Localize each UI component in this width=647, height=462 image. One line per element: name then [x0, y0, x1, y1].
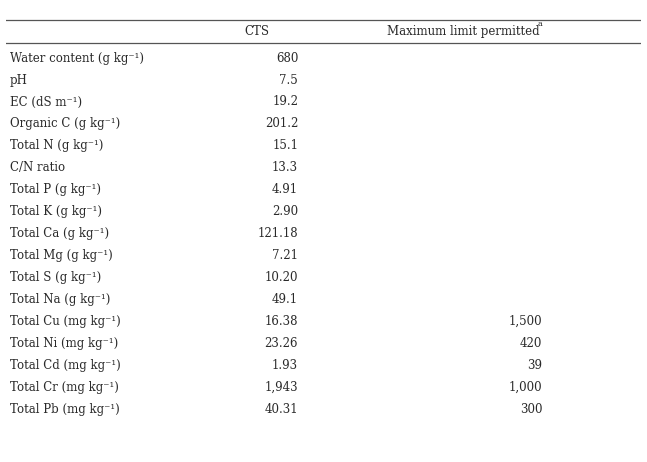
- Text: 39: 39: [527, 359, 542, 372]
- Text: 121.18: 121.18: [258, 227, 298, 240]
- Text: Total Ca (g kg⁻¹): Total Ca (g kg⁻¹): [10, 227, 109, 240]
- Text: Water content (g kg⁻¹): Water content (g kg⁻¹): [10, 52, 144, 65]
- Text: 49.1: 49.1: [272, 293, 298, 306]
- Text: Total Mg (g kg⁻¹): Total Mg (g kg⁻¹): [10, 249, 113, 262]
- Text: 300: 300: [520, 403, 542, 416]
- Text: 1.93: 1.93: [272, 359, 298, 372]
- Text: 15.1: 15.1: [272, 140, 298, 152]
- Text: Total S (g kg⁻¹): Total S (g kg⁻¹): [10, 271, 101, 284]
- Text: 40.31: 40.31: [265, 403, 298, 416]
- Text: Total P (g kg⁻¹): Total P (g kg⁻¹): [10, 183, 101, 196]
- Text: 1,500: 1,500: [509, 315, 542, 328]
- Text: 680: 680: [276, 52, 298, 65]
- Text: 4.91: 4.91: [272, 183, 298, 196]
- Text: 13.3: 13.3: [272, 161, 298, 174]
- Text: pH: pH: [10, 73, 28, 86]
- Text: Maximum limit permitted: Maximum limit permitted: [387, 25, 540, 38]
- Text: Total Cd (mg kg⁻¹): Total Cd (mg kg⁻¹): [10, 359, 120, 372]
- Text: 16.38: 16.38: [265, 315, 298, 328]
- Text: 7.5: 7.5: [280, 73, 298, 86]
- Text: 1,000: 1,000: [509, 381, 542, 394]
- Text: 201.2: 201.2: [265, 117, 298, 130]
- Text: 7.21: 7.21: [272, 249, 298, 262]
- Text: Total Pb (mg kg⁻¹): Total Pb (mg kg⁻¹): [10, 403, 120, 416]
- Text: 10.20: 10.20: [265, 271, 298, 284]
- Text: 420: 420: [520, 337, 542, 350]
- Text: Total K (g kg⁻¹): Total K (g kg⁻¹): [10, 205, 102, 218]
- Text: a: a: [538, 20, 543, 28]
- Text: EC (dS m⁻¹): EC (dS m⁻¹): [10, 96, 82, 109]
- Text: Total Na (g kg⁻¹): Total Na (g kg⁻¹): [10, 293, 110, 306]
- Text: C/N ratio: C/N ratio: [10, 161, 65, 174]
- Text: CTS: CTS: [245, 25, 269, 38]
- Text: Total Cr (mg kg⁻¹): Total Cr (mg kg⁻¹): [10, 381, 118, 394]
- Text: Total Ni (mg kg⁻¹): Total Ni (mg kg⁻¹): [10, 337, 118, 350]
- Text: Total N (g kg⁻¹): Total N (g kg⁻¹): [10, 140, 103, 152]
- Text: Total Cu (mg kg⁻¹): Total Cu (mg kg⁻¹): [10, 315, 120, 328]
- Text: 1,943: 1,943: [265, 381, 298, 394]
- Text: Organic C (g kg⁻¹): Organic C (g kg⁻¹): [10, 117, 120, 130]
- Text: 23.26: 23.26: [265, 337, 298, 350]
- Text: 19.2: 19.2: [272, 96, 298, 109]
- Text: 2.90: 2.90: [272, 205, 298, 218]
